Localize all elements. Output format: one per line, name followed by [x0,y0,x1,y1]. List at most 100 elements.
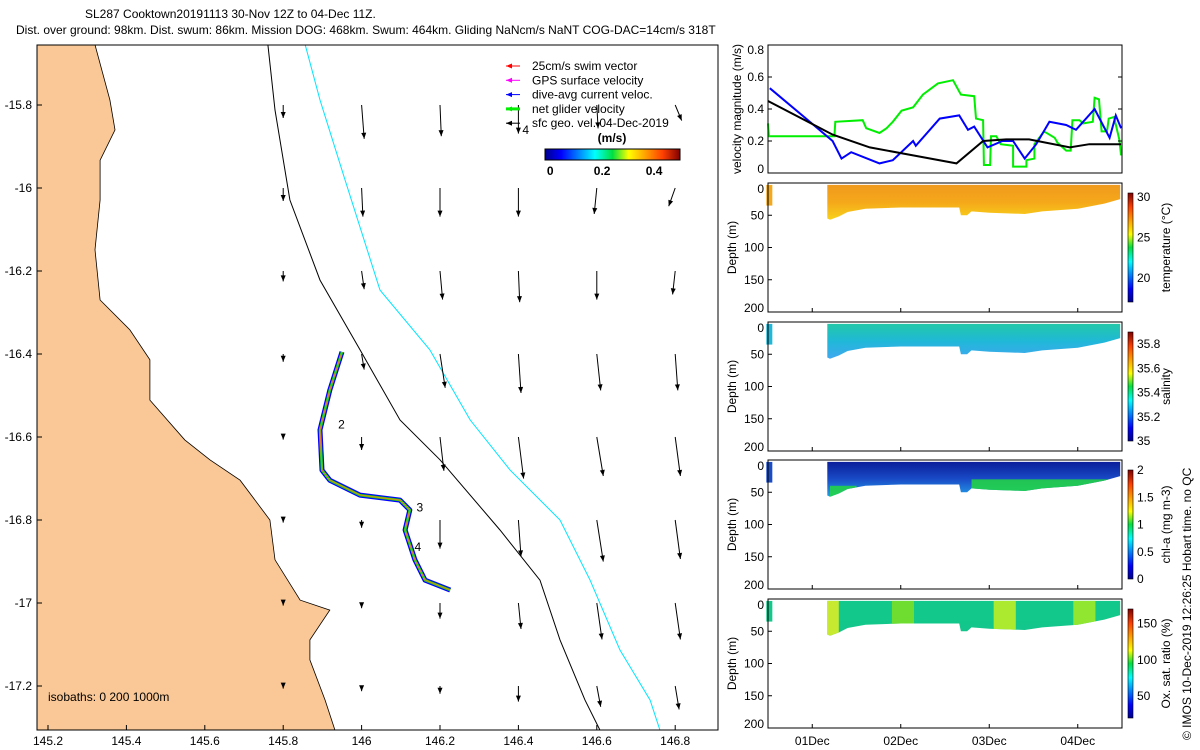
section-y-tick-label: 50 [751,347,765,361]
legend-arrow-icon [506,92,520,98]
geostrophic-velocity-arrow [674,519,683,560]
isobath-200m [267,45,601,730]
map-y-tick-label: -16.2 [5,264,33,278]
geostrophic-velocity-arrow [596,519,605,562]
section-data-patch [891,600,915,625]
geostrophic-velocity-arrow [594,271,600,300]
arrow-head [441,381,447,388]
map-y-tick-label: -15.8 [5,98,33,112]
section-data-band [827,184,1121,220]
colorbar-tick-label: 0 [547,164,554,178]
legend-arrow-icon [506,63,520,69]
section-y-tick-label: 150 [744,412,764,426]
geostrophic-velocity-arrow [437,520,443,549]
colorbar-tick-label: 35.8 [1137,337,1161,351]
map-x-tick-label: 145.8 [268,734,298,748]
geostrophic-velocity-arrow [280,354,286,362]
geostrophic-velocity-arrow [437,188,443,217]
geostrophic-velocity-arrow [280,682,286,689]
arrow-shaft [517,353,522,394]
section-colorbar [1127,192,1134,303]
geostrophic-velocity-arrow [361,104,367,139]
section-panel-temperature: 0 50 100 150 200 Depth (m) 20 25 30 temperature (… [725,182,1173,315]
section-y-tick-label: 200 [744,717,764,731]
map-y-tick-label: -17 [15,596,33,610]
map-y-tick-label: -16.6 [5,430,33,444]
arrow-head [359,602,365,609]
map-x-tick-label: 145.4 [111,734,141,748]
section-y-tick-label: 0 [757,459,764,473]
geostrophic-velocity-arrow [280,188,286,201]
map-axes-frame [36,44,719,731]
section-first-profile [766,461,773,483]
section-y-tick-label: 0 [757,321,764,335]
arrow-head [437,210,443,217]
date-tick-label: 02Dec [883,734,918,748]
arrow-head [437,612,443,619]
glider-track-position [319,351,451,591]
section-y-axis-label: Depth (m) [725,360,739,413]
colorbar-label: salinity [1159,368,1173,405]
section-first-profile [766,184,773,206]
arrow-shaft [596,519,604,562]
legend-arrow-icon [506,120,520,126]
section-y-tick-label: 100 [744,241,764,255]
geostrophic-velocity-arrow [515,686,521,702]
geostrophic-velocity-arrow [668,187,676,207]
section-y-tick-label: 150 [744,550,764,564]
arrow-head [280,433,286,440]
geostrophic-velocity-arrow [517,602,523,630]
section-data-patch [827,600,839,636]
arrow-head [506,106,512,112]
velocity-axes-frame [767,44,1123,174]
geostrophic-velocity-arrow [280,271,286,282]
geostrophic-velocity-arrow [517,519,524,557]
arrow-shaft [596,353,602,391]
arrow-shaft [517,519,522,557]
map-plot-area: 2 3 4 4 isobaths: 0 200 1000m [37,45,718,730]
legend-arrow-icon [506,77,520,83]
geostrophic-velocity-arrow [438,104,444,137]
arrow-head [506,63,512,69]
map-y-tick-label: -16 [15,181,33,195]
geostrophic-velocity-arrow [596,353,603,391]
arrow-head [515,210,521,217]
arrow-head [677,633,683,640]
section-y-tick-label: 0 [757,182,764,196]
map-panel: 2 3 4 4 isobaths: 0 200 1000m 145.2 145.4 145.6… [5,44,719,748]
map-y-tick-label: -16.4 [5,347,33,361]
colorbar-tick-label: 35.6 [1137,361,1161,375]
arrow-head [359,685,365,692]
arrow-shaft [674,519,681,560]
geostrophic-velocity-arrow [592,187,598,215]
arrow-head [506,120,512,126]
geostrophic-velocity-arrow [439,270,445,300]
map-x-tick-label: 145.6 [190,734,220,748]
section-y-tick-label: 150 [744,689,764,703]
velocity-y-tick-label: 0.8 [747,43,764,57]
geostrophic-velocity-arrow [360,187,366,217]
arrow-head [359,521,365,528]
colorbar-tick-label: 20 [1137,271,1151,285]
arrow-head [438,130,444,137]
geostrophic-velocity-arrow [674,436,683,477]
section-data-patch [1073,600,1096,627]
geostrophic-velocity-arrow [280,516,286,523]
arrow-head [440,464,446,471]
velocity-y-tick-label: 0.6 [747,70,764,84]
arrow-head [594,293,600,300]
legend-entry: net glider velocity [532,102,625,116]
arrow-head [280,516,286,523]
arrow-head [599,469,605,476]
arrow-shaft [674,353,679,391]
velocity-y-tick-label: 0.2 [747,134,764,148]
arrow-shaft [596,436,604,477]
arrow-head [597,384,603,391]
arrow-head [516,296,522,303]
section-y-tick-label: 150 [744,273,764,287]
geostrophic-velocity-arrow [674,602,683,640]
section-y-tick-label: 200 [744,578,764,592]
